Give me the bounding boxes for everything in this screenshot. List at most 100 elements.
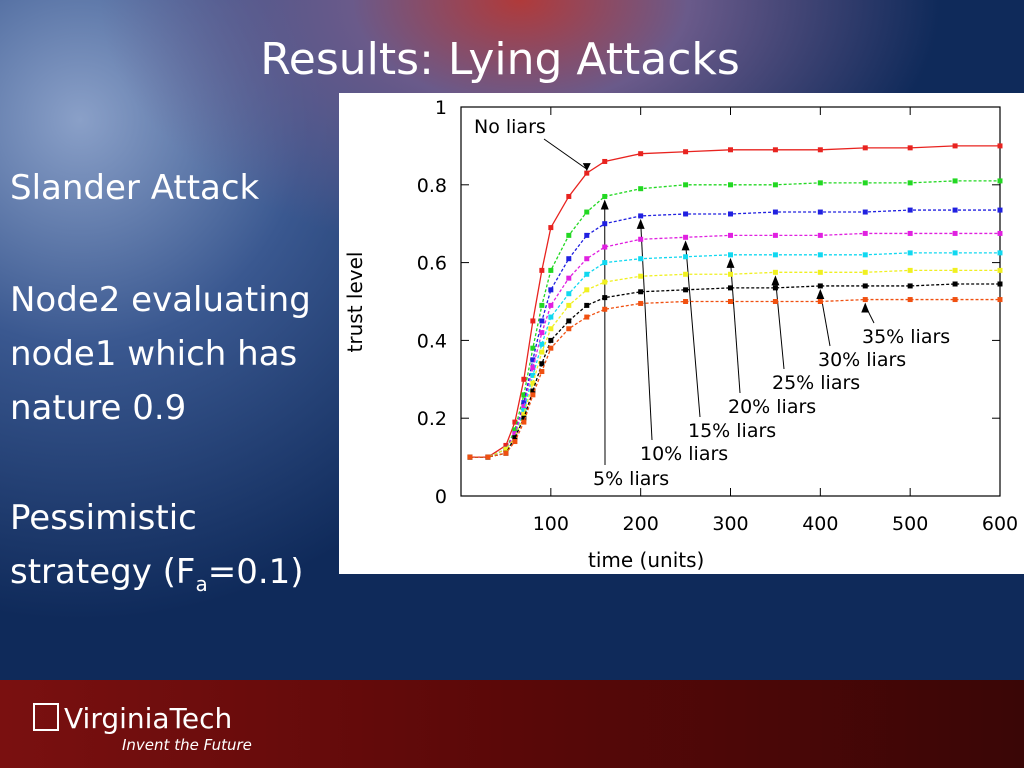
data-point [728, 252, 733, 258]
data-point [952, 281, 958, 287]
data-point [862, 252, 868, 258]
arrow-head [582, 163, 591, 172]
series-line [469, 232, 1000, 458]
data-point [772, 232, 778, 238]
data-point [683, 149, 689, 155]
data-point [548, 337, 554, 343]
data-point [530, 365, 536, 371]
data-point [952, 178, 958, 184]
data-point [862, 269, 868, 275]
data-point [997, 250, 1003, 256]
data-point [521, 407, 527, 413]
data-point [862, 209, 868, 215]
data-point [997, 178, 1003, 184]
data-point [862, 230, 868, 236]
data-point [566, 326, 572, 332]
data-point [952, 297, 958, 303]
data-point [503, 450, 509, 456]
data-point [539, 341, 545, 347]
data-point [521, 400, 527, 406]
data-point [566, 232, 572, 238]
series-label: No liars [474, 116, 546, 138]
data-point [907, 207, 913, 213]
y-tick-label: 0.2 [417, 408, 447, 430]
data-point [548, 345, 554, 351]
data-point [683, 299, 689, 304]
data-point [817, 283, 823, 289]
body-text: strategy (Fa=0.1) [10, 552, 304, 596]
data-point [997, 281, 1003, 287]
data-point [602, 193, 608, 199]
data-point [521, 376, 527, 382]
data-point [512, 435, 518, 441]
body-text: node1 which has [10, 334, 298, 374]
data-point [539, 267, 545, 273]
y-tick-label: 0.4 [417, 330, 447, 352]
data-point [530, 357, 536, 363]
y-tick-label: 0.6 [417, 253, 447, 275]
series-label: 5% liars [593, 468, 669, 490]
data-point [467, 454, 473, 460]
data-point [728, 211, 733, 217]
data-point [683, 287, 689, 293]
data-point [566, 302, 572, 308]
data-point [772, 269, 778, 275]
arrow [730, 260, 741, 394]
data-point [638, 236, 644, 242]
data-point [907, 145, 913, 151]
data-point [602, 306, 608, 312]
data-point [539, 349, 545, 355]
data-point [548, 326, 554, 332]
data-point [817, 147, 823, 153]
series-label: 25% liars [772, 372, 860, 394]
data-point [907, 267, 913, 273]
arrow-head [726, 257, 735, 268]
data-point [584, 256, 590, 262]
data-point [772, 285, 778, 291]
data-point [512, 439, 518, 445]
body-text: strategy (F [10, 552, 196, 592]
body-text: Slander Attack [10, 168, 260, 208]
data-point [638, 289, 644, 295]
data-point [602, 260, 608, 266]
data-point [602, 279, 608, 285]
data-point [539, 369, 545, 375]
data-point [952, 207, 958, 213]
y-tick-label: 1 [435, 97, 447, 119]
data-point [512, 427, 518, 433]
y-tick-label: 0 [435, 486, 447, 508]
data-point [728, 182, 733, 188]
data-point [521, 411, 527, 417]
arrow-head [861, 302, 870, 313]
data-point [952, 250, 958, 256]
series-label: 15% liars [688, 420, 776, 442]
data-point [485, 454, 491, 460]
data-point [584, 271, 590, 277]
x-tick-label: 600 [982, 513, 1018, 535]
data-point [521, 415, 527, 421]
data-point [862, 180, 868, 186]
data-point [602, 221, 608, 227]
data-point [997, 143, 1003, 149]
data-point [521, 419, 527, 425]
x-tick-label: 400 [802, 513, 838, 535]
y-axis-label: trust level [343, 252, 367, 353]
footer: VirginiaTech Invent the Future [0, 680, 1024, 768]
body-text: Pessimistic [10, 498, 197, 538]
data-point [728, 147, 733, 153]
data-point [530, 392, 536, 398]
data-point [772, 209, 778, 215]
data-point [530, 318, 536, 324]
data-point [907, 283, 913, 289]
x-tick-label: 500 [892, 513, 928, 535]
data-point [503, 442, 509, 448]
data-point [521, 404, 527, 410]
logo-text: VirginiaTech [64, 702, 232, 735]
data-point [548, 314, 554, 320]
data-point [539, 318, 545, 324]
x-tick-label: 200 [623, 513, 659, 535]
data-point [584, 209, 590, 215]
data-point [566, 193, 572, 199]
data-point [817, 232, 823, 238]
arrow-head [816, 288, 825, 299]
